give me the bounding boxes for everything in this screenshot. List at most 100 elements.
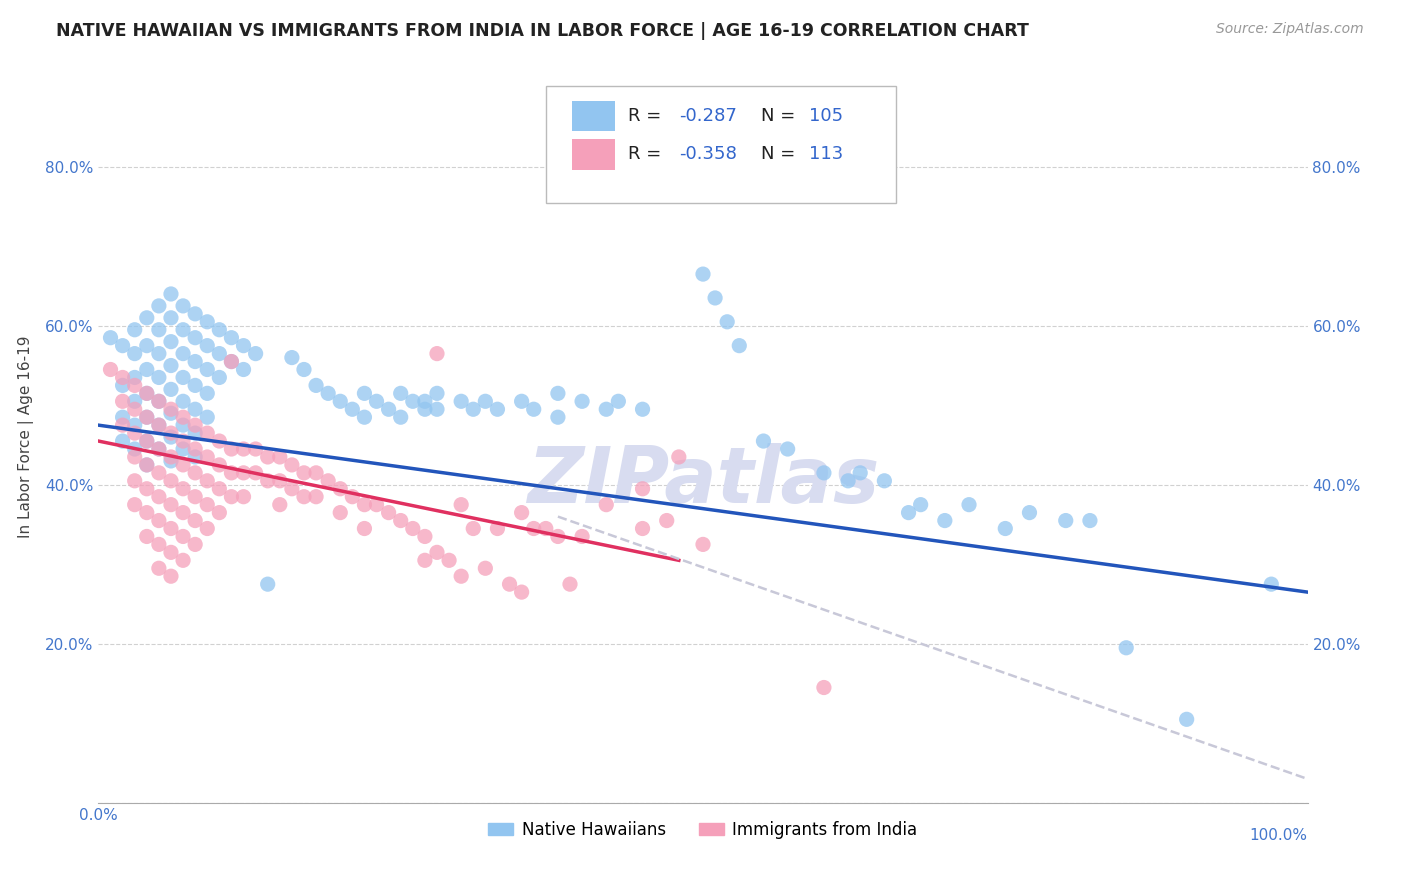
Point: [316, 474, 339, 488]
Point: [160, 521, 183, 535]
Point: [111, 418, 134, 433]
Point: [135, 434, 157, 448]
Point: [124, 450, 146, 464]
Point: [813, 466, 835, 480]
Point: [135, 458, 157, 472]
Point: [172, 323, 194, 337]
Point: [353, 386, 375, 401]
Point: [148, 418, 170, 433]
Point: [184, 537, 207, 551]
Point: [148, 561, 170, 575]
Point: [486, 402, 509, 417]
Point: [281, 482, 304, 496]
FancyBboxPatch shape: [546, 86, 897, 203]
Point: [523, 521, 546, 535]
Point: [135, 410, 157, 425]
Point: [366, 394, 388, 409]
Point: [160, 402, 183, 417]
Point: [195, 426, 218, 441]
Point: [668, 450, 690, 464]
Point: [124, 474, 146, 488]
Point: [148, 490, 170, 504]
Point: [571, 529, 593, 543]
Point: [463, 521, 485, 535]
Point: [305, 378, 328, 392]
Point: [135, 362, 157, 376]
Point: [160, 383, 183, 397]
Point: [221, 354, 243, 368]
Point: [474, 561, 496, 575]
Point: [547, 386, 569, 401]
Point: [172, 418, 194, 433]
Point: [184, 378, 207, 392]
Point: [172, 346, 194, 360]
Point: [148, 537, 170, 551]
Point: [135, 529, 157, 543]
Point: [195, 410, 218, 425]
Point: [910, 498, 932, 512]
Point: [402, 521, 425, 535]
Point: [232, 442, 254, 456]
Point: [135, 386, 157, 401]
Point: [534, 521, 557, 535]
Point: [292, 362, 315, 376]
Point: [329, 394, 352, 409]
Point: [329, 482, 352, 496]
Text: 100.0%: 100.0%: [1250, 828, 1308, 843]
Point: [208, 346, 231, 360]
Point: [752, 434, 775, 448]
Point: [135, 339, 157, 353]
Point: [245, 466, 267, 480]
Point: [184, 450, 207, 464]
Point: [184, 466, 207, 480]
Point: [426, 346, 449, 360]
Point: [389, 410, 412, 425]
Point: [631, 402, 654, 417]
Point: [558, 577, 581, 591]
Point: [389, 514, 412, 528]
Point: [389, 386, 412, 401]
Point: [184, 514, 207, 528]
Point: [195, 450, 218, 464]
Point: [353, 410, 375, 425]
Point: [547, 410, 569, 425]
Point: [160, 406, 183, 420]
Point: [316, 386, 339, 401]
Point: [245, 346, 267, 360]
Point: [160, 287, 183, 301]
Point: [994, 521, 1017, 535]
Point: [184, 354, 207, 368]
Point: [269, 474, 291, 488]
Point: [281, 351, 304, 365]
Point: [208, 323, 231, 337]
Point: [281, 458, 304, 472]
Point: [292, 466, 315, 480]
Text: R =: R =: [628, 145, 661, 163]
Point: [377, 402, 399, 417]
Point: [232, 362, 254, 376]
Point: [426, 386, 449, 401]
Point: [704, 291, 727, 305]
Point: [631, 482, 654, 496]
Point: [450, 394, 472, 409]
Point: [221, 490, 243, 504]
Point: [135, 434, 157, 448]
Point: [510, 394, 533, 409]
Point: [172, 482, 194, 496]
Point: [607, 394, 630, 409]
Point: [135, 410, 157, 425]
FancyBboxPatch shape: [572, 139, 614, 170]
Point: [245, 442, 267, 456]
Point: [269, 498, 291, 512]
Point: [172, 458, 194, 472]
Point: [184, 490, 207, 504]
Point: [111, 394, 134, 409]
Text: NATIVE HAWAIIAN VS IMMIGRANTS FROM INDIA IN LABOR FORCE | AGE 16-19 CORRELATION : NATIVE HAWAIIAN VS IMMIGRANTS FROM INDIA…: [56, 22, 1029, 40]
Point: [111, 370, 134, 384]
Point: [1018, 506, 1040, 520]
Point: [111, 410, 134, 425]
Point: [172, 434, 194, 448]
Point: [124, 346, 146, 360]
Point: [353, 498, 375, 512]
Point: [208, 506, 231, 520]
